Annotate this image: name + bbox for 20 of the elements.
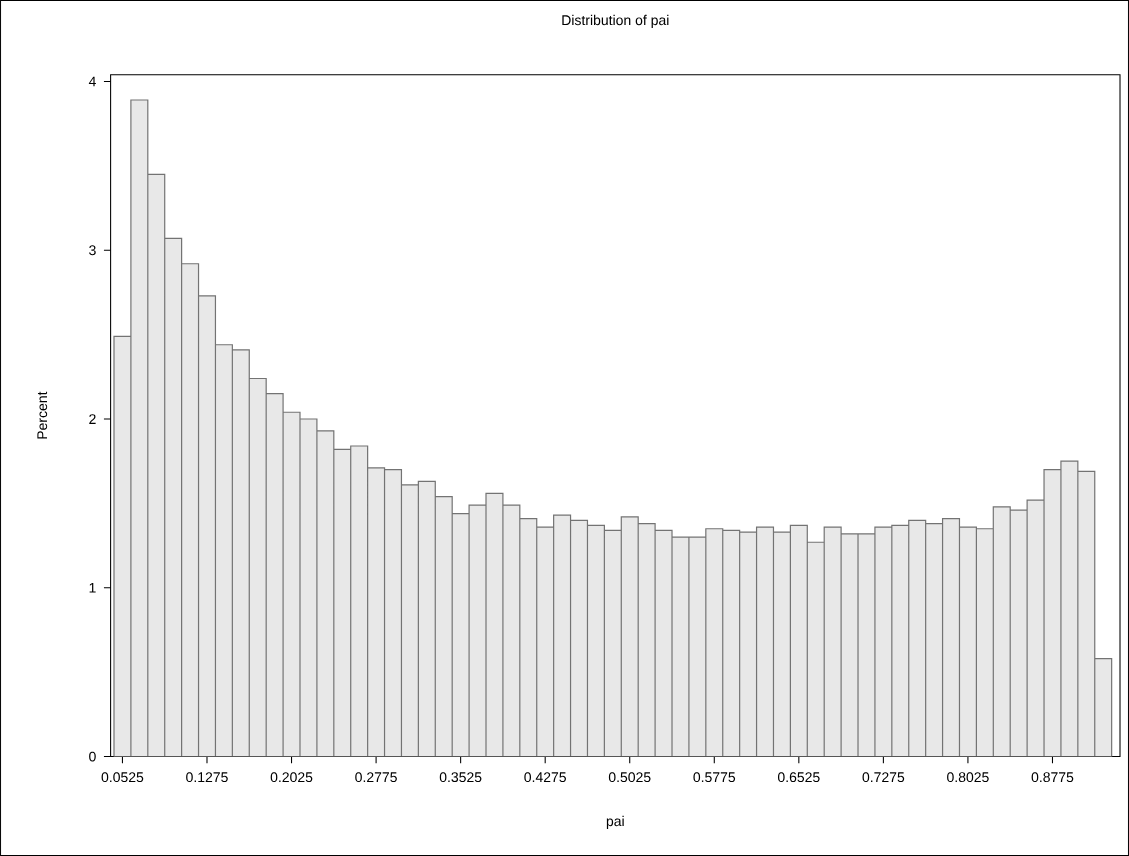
y-tick-label: 2 [89, 414, 96, 424]
x-tick-label: 0.5775 [693, 772, 736, 783]
y-axis-title: Percent [37, 391, 48, 439]
x-tick-label: 0.8025 [947, 772, 989, 783]
x-tick-label: 0.3525 [439, 772, 482, 783]
x-tick-label: 0.6525 [777, 772, 820, 783]
chart-title: Distribution of pai [562, 14, 669, 28]
x-tick-label: 0.2025 [270, 772, 313, 783]
x-tick-label: 0.0525 [101, 772, 144, 783]
y-tick-label: 4 [88, 76, 96, 87]
x-tick-label: 0.1275 [186, 772, 228, 783]
x-tick-label: 0.8775 [1031, 772, 1074, 783]
y-tick-label: 0 [89, 751, 96, 762]
x-tick-label: 0.7275 [862, 772, 905, 783]
x-axis-title: pai [606, 815, 624, 829]
x-tick-label: 0.2775 [355, 772, 397, 783]
x-tick-label: 0.5025 [608, 772, 651, 783]
y-tick-label: 3 [89, 245, 96, 256]
x-tick-label: 0.4275 [524, 772, 566, 783]
y-tick-label: 1 [89, 583, 96, 593]
